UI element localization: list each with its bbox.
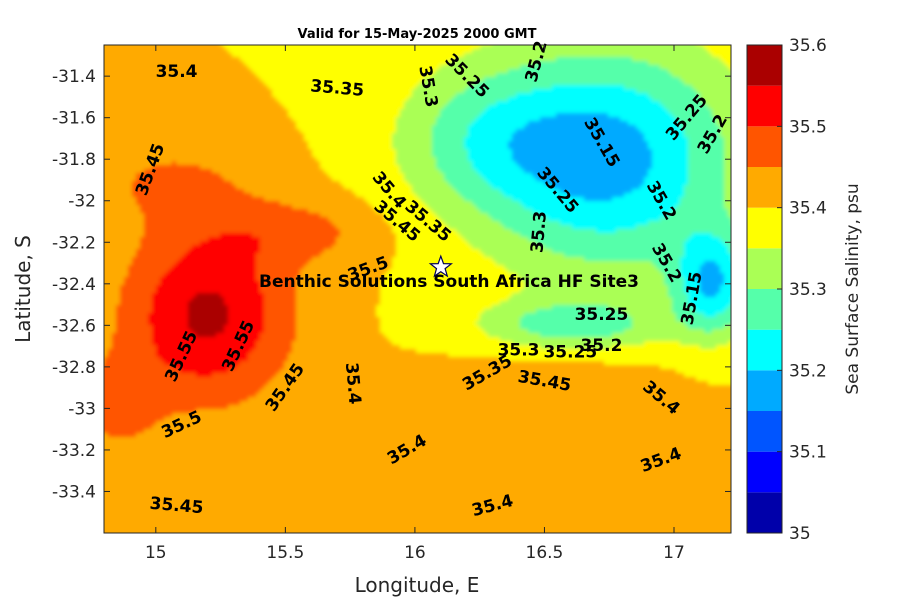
contour-label: 35.4	[341, 362, 365, 406]
y-tick-label: -33	[68, 399, 96, 419]
colorbar-tick-label: 35.3	[789, 280, 827, 300]
y-tick-label: -31.8	[52, 150, 96, 170]
contour-label: 35.2	[580, 336, 622, 356]
chart-title: Valid for 15-May-2025 2000 GMT	[298, 27, 537, 42]
y-tick-label: -32.8	[52, 358, 96, 378]
y-tick-label: -32.4	[52, 275, 96, 295]
colorbar-swatch	[747, 451, 782, 493]
colorbar-swatch	[747, 248, 782, 289]
colorbar-swatch	[747, 492, 782, 533]
colorbar-tick-label: 35.2	[789, 361, 827, 381]
x-tick-label: 15	[145, 543, 167, 563]
x-tick-label: 15.5	[266, 543, 304, 563]
colorbar-swatch	[747, 370, 782, 411]
y-tick-label: -32	[68, 192, 96, 212]
colorbar-label: Sea Surface Salinity, psu	[843, 183, 863, 394]
colorbar-tick-label: 35	[789, 524, 811, 544]
y-tick-label: -33.4	[52, 482, 96, 502]
colorbar-swatch	[747, 411, 782, 452]
colorbar-swatch	[747, 45, 782, 86]
colorbar-swatch	[747, 329, 782, 371]
colorbar-tick-label: 35.1	[789, 443, 827, 463]
y-tick-label: -31.6	[52, 109, 96, 129]
y-axis-label: Latitude, S	[11, 235, 35, 343]
x-tick-label: 16.5	[526, 543, 564, 563]
colorbar-tick-label: 35.5	[789, 117, 827, 137]
x-tick-label: 17	[663, 543, 685, 563]
contour-label: 35.4	[156, 62, 198, 82]
contour-label: 35.3	[527, 210, 551, 254]
plot-area: 35.435.35 35.3 35.25 35.235.15 35.2535.235.4…	[103, 39, 732, 534]
x-axis-label: Longitude, E	[355, 573, 480, 597]
colorbar: 35 35.1 35.2 35.3 35.4 35.5 35.6	[746, 36, 827, 544]
colorbar-tick-label: 35.4	[789, 199, 827, 219]
colorbar-tick-label: 35.6	[789, 36, 827, 56]
colorbar-swatch	[747, 167, 782, 208]
site-label: Benthic Solutions South Africa HF Site3	[259, 272, 639, 292]
contour-label: 35.25	[575, 305, 629, 325]
colorbar-swatch	[747, 126, 782, 167]
colorbar-swatch	[747, 207, 782, 249]
y-tick-label: -33.2	[52, 441, 96, 461]
y-tick-label: -32.2	[52, 233, 96, 253]
x-tick-label: 16	[404, 543, 426, 563]
y-tick-label: -32.6	[52, 316, 96, 336]
y-tick-label: -31.4	[52, 67, 96, 87]
colorbar-swatch	[747, 289, 782, 330]
colorbar-swatch	[747, 85, 782, 127]
